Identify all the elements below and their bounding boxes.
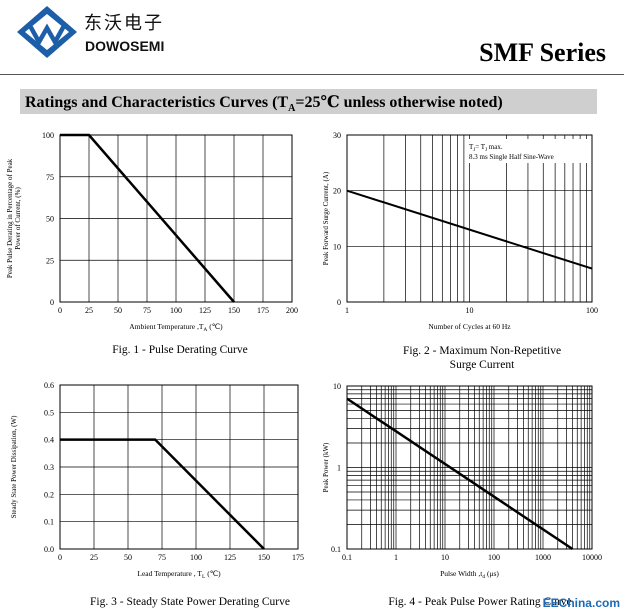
y-axis-label: Peak Power (kW) (322, 442, 330, 492)
series-title: SMF Series (479, 38, 606, 67)
annotation-box (465, 139, 587, 163)
fig1-chart: 0 25 50 75 100 125 150 175 200 0 25 50 75 100 Ambient … (6, 131, 298, 333)
y-tick-label: 0.4 (44, 436, 54, 445)
x-tick-label: 50 (124, 553, 132, 562)
y-tick-label: 50 (46, 215, 54, 224)
logo-chinese-name: 东沃电子 (84, 13, 164, 34)
plot-frame (59, 134, 293, 303)
fig3-caption: Fig. 3 - Steady State Power Derating Cur… (90, 596, 290, 608)
y-tick-label: 0.2 (44, 490, 54, 499)
x-tick-label: 200 (286, 306, 298, 315)
x-tick-label: 0.1 (342, 553, 352, 562)
x-tick-label: 75 (143, 306, 151, 315)
y-axis-label: Peak Pulse Derating in Percentage of Pea… (6, 158, 22, 278)
x-tick-label: 150 (258, 553, 270, 562)
y-tick-label: 0.3 (44, 463, 54, 472)
fig1-caption: Fig. 1 - Pulse Derating Curve (112, 344, 248, 356)
company-logo (17, 6, 77, 58)
x-tick-label: 0 (58, 553, 62, 562)
y-axis-label: Peak Forward Surge Current, (A) (322, 171, 330, 265)
x-axis-label: Pulse Width ,td (μs) (440, 569, 499, 580)
y-tick-label: 0.6 (44, 381, 54, 390)
fig3-chart: 0 25 50 75 100 125 150 175 0.0 0.1 0.2 0.3 0.4 0.5 0.6… (10, 381, 304, 580)
x-tick-label: 175 (257, 306, 269, 315)
fig2-caption-line1: Fig. 2 - Maximum Non-Repetitive (402, 345, 562, 357)
x-tick-label: 25 (90, 553, 98, 562)
series-line (60, 133, 235, 303)
plot-frame (346, 134, 593, 303)
x-tick-label: 1 (394, 553, 398, 562)
y-tick-label: 30 (333, 131, 341, 140)
y-tick-label: 10 (333, 242, 341, 251)
x-axis-label: Lead Temperature , TL (℃) (137, 569, 221, 580)
y-tick-label: 0 (337, 298, 341, 307)
x-tick-label: 10 (441, 553, 449, 562)
fig4-caption: Fig. 4 - Peak Pulse Power Rating Curve (388, 596, 572, 608)
y-tick-label: 1 (337, 464, 341, 473)
x-tick-label: 0 (58, 306, 62, 315)
fig2-chart: 1 10 100 0 10 20 30 Number of Cycles at 60 Hz Pe… (322, 131, 598, 331)
y-tick-label: 25 (46, 256, 54, 265)
x-tick-label: 10000 (582, 553, 602, 562)
x-tick-label: 125 (224, 553, 236, 562)
x-tick-label: 10 (466, 306, 474, 315)
plot-frame (346, 385, 593, 550)
annotation-line2: 8.3 ms Single Half Sine-Wave (469, 153, 554, 161)
x-tick-label: 175 (292, 553, 304, 562)
section-title: Ratings and Characteristics Curves (TA=2… (25, 94, 503, 115)
y-tick-label: 75 (46, 173, 54, 182)
x-axis-label: Number of Cycles at 60 Hz (428, 322, 511, 331)
x-tick-label: 75 (158, 553, 166, 562)
x-tick-label: 150 (228, 306, 240, 315)
y-axis-label: Steady State Power Dissipation, (W) (10, 415, 18, 519)
series-line (60, 438, 265, 550)
x-tick-label: 50 (114, 306, 122, 315)
y-tick-label: 0.1 (331, 545, 341, 554)
watermark: EEChina.com (542, 596, 620, 610)
x-tick-label: 100 (190, 553, 202, 562)
y-tick-label: 0 (50, 298, 54, 307)
y-tick-label: 100 (42, 131, 54, 140)
x-tick-label: 100 (170, 306, 182, 315)
x-tick-label: 125 (199, 306, 211, 315)
x-tick-label: 100 (488, 553, 500, 562)
logo-english-name: DOWOSEMI (85, 38, 165, 54)
x-tick-label: 25 (85, 306, 93, 315)
x-tick-label: 1000 (535, 553, 551, 562)
y-tick-label: 0.0 (44, 545, 54, 554)
y-tick-label: 0.5 (44, 408, 54, 417)
y-tick-label: 10 (333, 382, 341, 391)
x-axis-label: Ambient Temperature ,TA (℃) (129, 322, 223, 333)
plot-frame (59, 384, 299, 550)
y-tick-label: 0.1 (44, 518, 54, 527)
header-divider (0, 74, 624, 75)
fig4-chart: 0.1 1 10 100 1000 10000 0.1 1 10 Pulse Width ,td … (322, 382, 602, 580)
annotation-line1: TJ= TJ max. (469, 143, 503, 153)
fig2-caption-line2: Surge Current (449, 359, 515, 371)
section-heading-bar: Ratings and Characteristics Curves (TA=2… (20, 89, 597, 114)
series-line (346, 189, 593, 270)
x-tick-label: 1 (345, 306, 349, 315)
x-tick-label: 100 (586, 306, 598, 315)
series-line (346, 397, 574, 551)
fig2-caption: Fig. 2 - Maximum Non-Repetitive Surge Cu… (362, 344, 602, 372)
y-tick-label: 20 (333, 187, 341, 196)
